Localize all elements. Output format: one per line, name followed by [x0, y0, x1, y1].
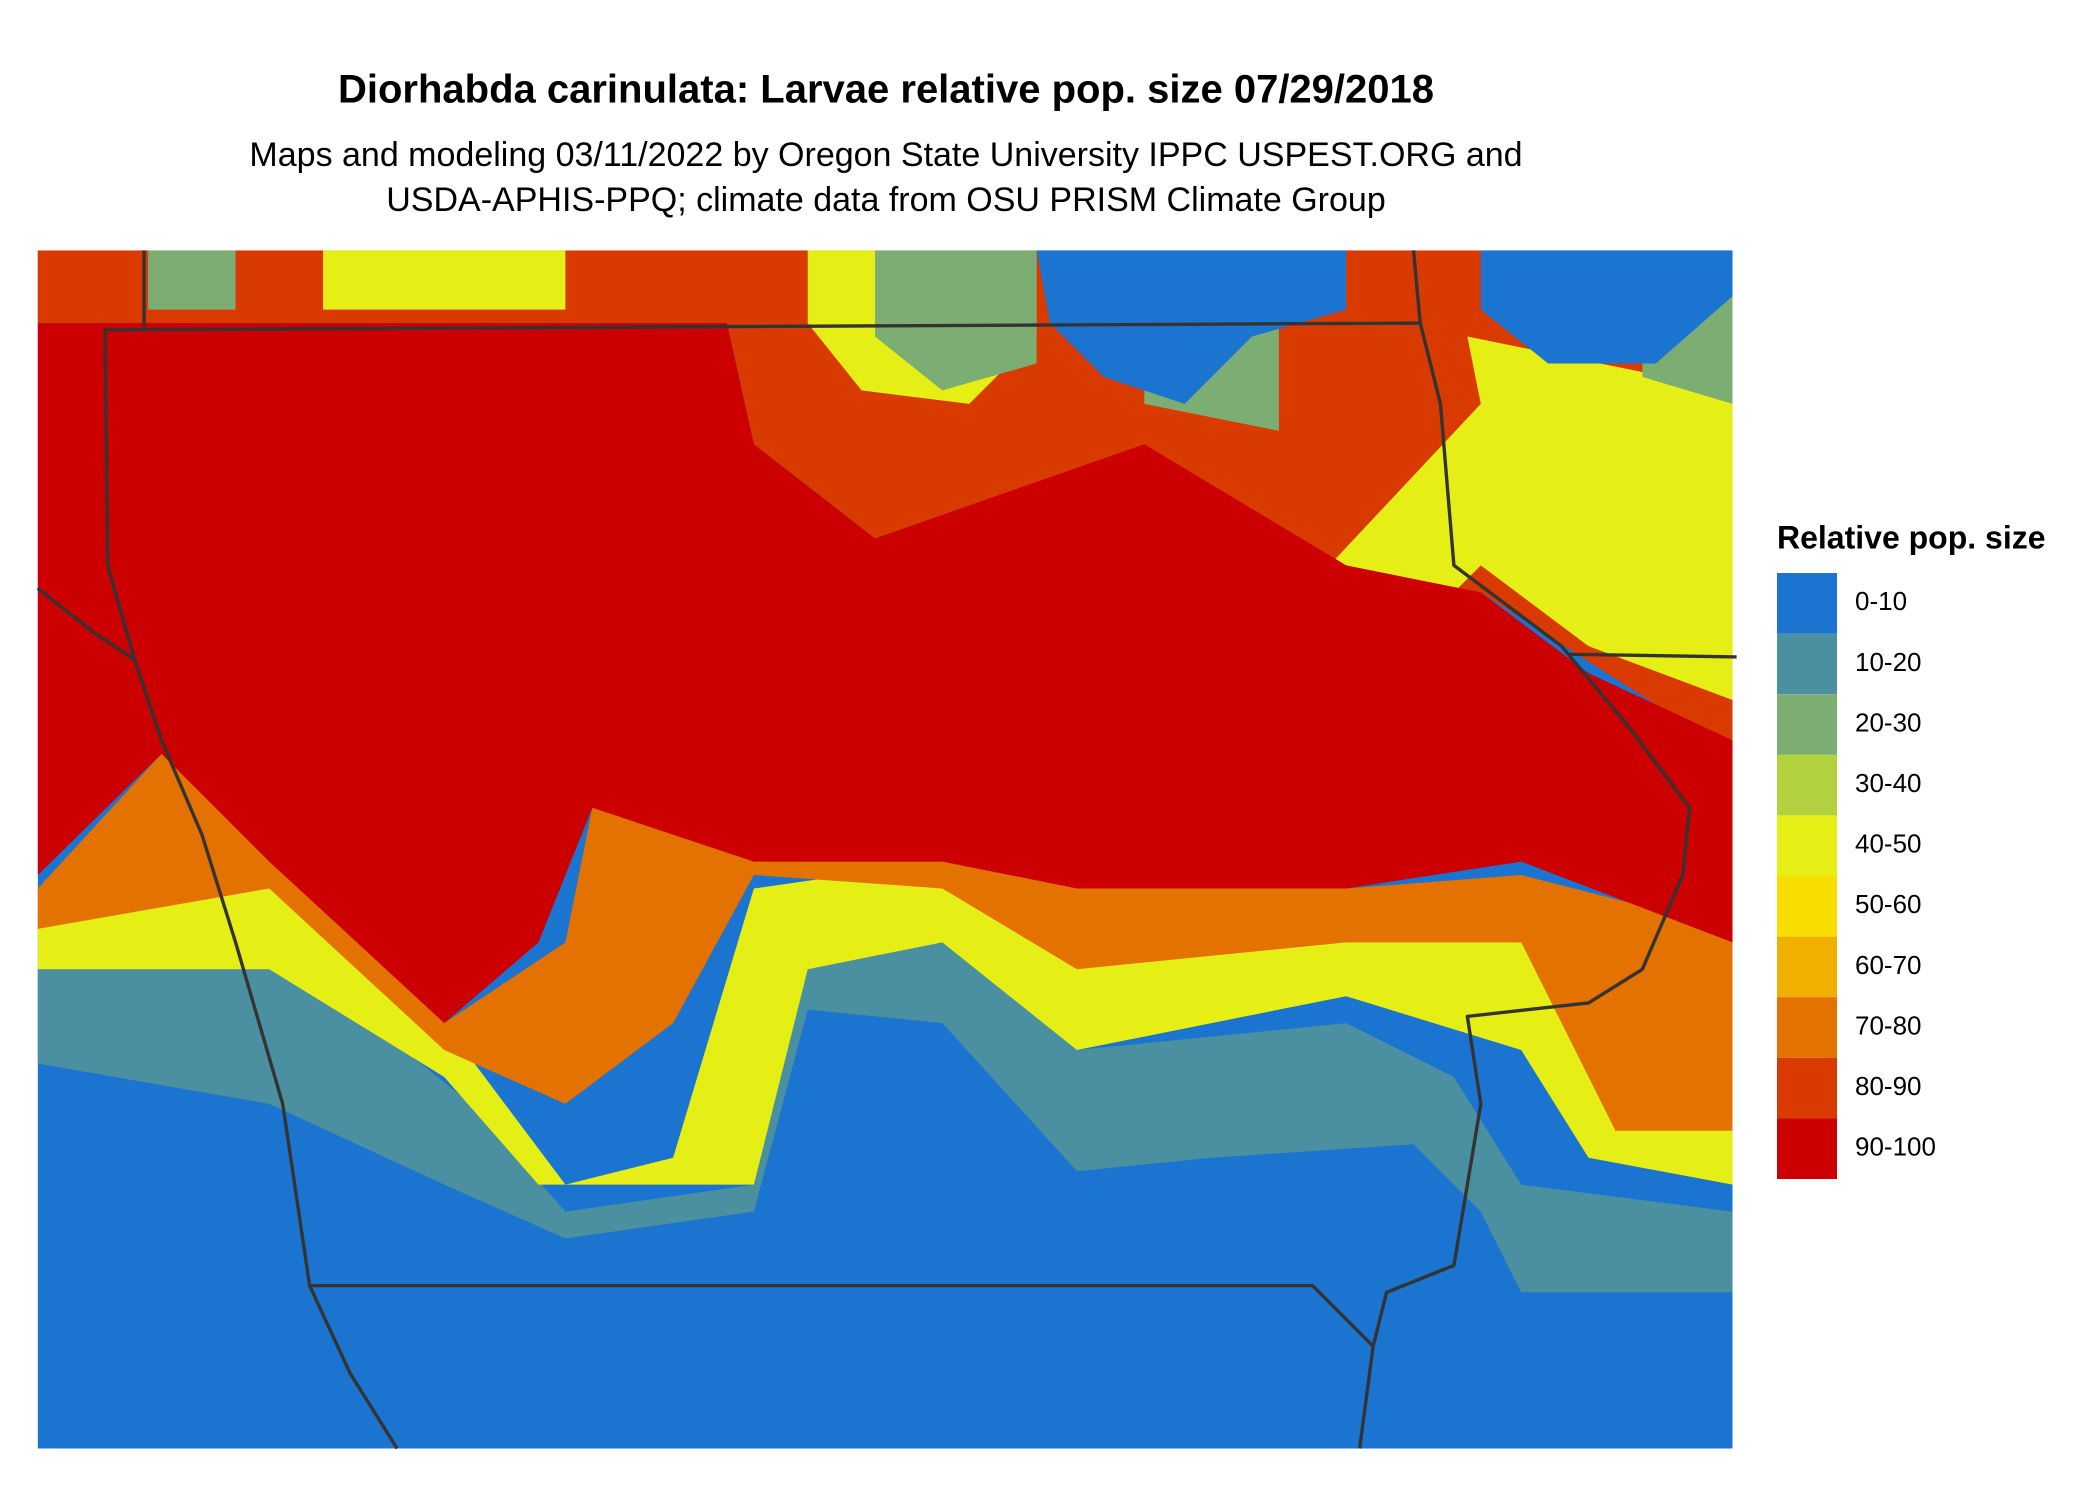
region: [875, 250, 1037, 391]
raster: [37, 250, 1733, 1449]
state-border: [36, 586, 136, 662]
legend-swatch: [1777, 997, 1837, 1058]
legend: 0-10 10-20 20-30 30-40 40-50 50-60 60-70 70-80 8…: [1777, 573, 1936, 1179]
legend-label: 80-90: [1855, 1071, 1922, 1101]
region: [1480, 250, 1733, 364]
state-border: [1568, 652, 1737, 659]
legend-title: Relative pop. size: [1777, 519, 2046, 555]
legend-label: 20-30: [1855, 707, 1922, 737]
subtitle: USDA-APHIS-PPQ; climate data from OSU PR…: [386, 181, 1385, 219]
state-border: [1357, 1345, 1375, 1449]
state-border: [308, 1284, 399, 1450]
region: [323, 250, 566, 310]
legend-swatch: [1777, 694, 1837, 755]
legend-swatch: [1777, 633, 1837, 695]
region: [1036, 250, 1347, 404]
title: Diorhabda carinulata: Larvae relative po…: [338, 68, 1434, 112]
legend-label: 70-80: [1855, 1010, 1922, 1040]
legend-label: 10-20: [1855, 647, 1922, 677]
legend-label: 50-60: [1855, 889, 1922, 919]
legend-swatch: [1777, 876, 1837, 937]
map: [36, 250, 1737, 1450]
state-border: [1411, 250, 1422, 324]
legend-swatch: [1777, 815, 1837, 876]
legend-swatch: [1777, 1057, 1837, 1119]
legend-label: 40-50: [1855, 829, 1922, 859]
region: [37, 753, 1733, 1131]
legend-swatch: [1777, 936, 1837, 998]
region: [37, 323, 1733, 1024]
legend-swatch: [1777, 754, 1837, 816]
subtitle: Maps and modeling 03/11/2022 by Oregon S…: [249, 136, 1522, 174]
region: [148, 250, 236, 310]
legend-swatch: [1777, 1118, 1837, 1179]
state-border: [103, 321, 1692, 1348]
state-borders: [36, 250, 1737, 1450]
legend-label: 90-100: [1855, 1132, 1936, 1162]
region: [37, 250, 1733, 754]
legend-label: 30-40: [1855, 768, 1922, 798]
legend-label: 60-70: [1855, 950, 1922, 980]
legend-swatch: [1777, 573, 1837, 634]
legend-label: 0-10: [1855, 586, 1907, 616]
